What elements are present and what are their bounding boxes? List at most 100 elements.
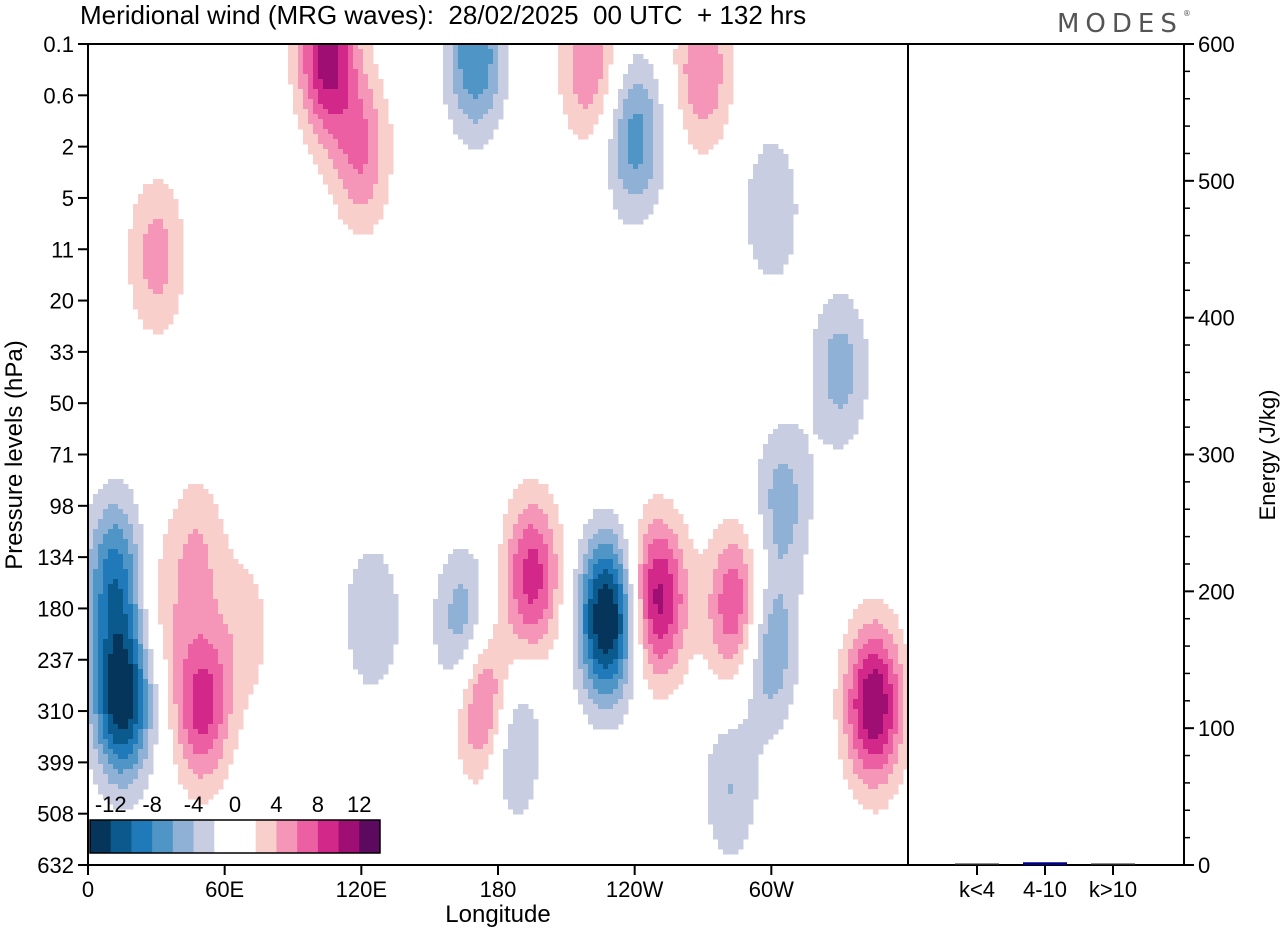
heatmap-cell	[753, 189, 759, 195]
heatmap-cell	[533, 544, 539, 550]
heatmap-cell	[353, 49, 359, 55]
heatmap-cell	[203, 554, 209, 560]
heatmap-cell	[773, 489, 779, 495]
heatmap-cell	[363, 609, 369, 615]
heatmap-cell	[533, 604, 539, 610]
heatmap-cell	[793, 209, 799, 215]
heatmap-cell	[138, 624, 144, 630]
heatmap-cell	[448, 604, 454, 610]
heatmap-cell	[253, 589, 259, 595]
heatmap-cell	[233, 559, 239, 565]
heatmap-cell	[158, 199, 164, 205]
heatmap-cell	[98, 574, 104, 580]
heatmap-cell	[843, 394, 849, 400]
heatmap-cell	[328, 119, 334, 125]
heatmap-cell	[328, 124, 334, 130]
heatmap-cell	[773, 574, 779, 580]
heatmap-cell	[188, 524, 194, 530]
heatmap-cell	[683, 554, 689, 560]
heatmap-cell	[663, 619, 669, 625]
heatmap-cell	[368, 174, 374, 180]
heatmap-cell	[128, 274, 134, 280]
heatmap-cell	[783, 249, 789, 255]
heatmap-cell	[448, 579, 454, 585]
heatmap-cell	[203, 604, 209, 610]
heatmap-cell	[538, 574, 544, 580]
heatmap-cell	[778, 449, 784, 455]
heatmap-cell	[198, 554, 204, 560]
heatmap-cell	[688, 619, 694, 625]
heatmap-cell	[468, 569, 474, 575]
heatmap-cell	[383, 594, 389, 600]
heatmap-cell	[558, 599, 564, 605]
heatmap-cell	[583, 624, 589, 630]
heatmap-cell	[648, 199, 654, 205]
heatmap-cell	[713, 44, 719, 50]
heatmap-cell	[328, 189, 334, 195]
heatmap-cell	[363, 614, 369, 620]
heatmap-cell	[503, 599, 509, 605]
heatmap-cell	[348, 154, 354, 160]
heatmap-cell	[708, 594, 714, 600]
heatmap-cell	[623, 629, 629, 635]
heatmap-cell	[93, 639, 99, 645]
heatmap-cell	[173, 214, 179, 220]
heatmap-cell	[648, 119, 654, 125]
heatmap-cell	[363, 214, 369, 220]
heatmap-cell	[518, 504, 524, 510]
heatmap-cell	[343, 134, 349, 140]
heatmap-cell	[218, 564, 224, 570]
heatmap-cell	[448, 54, 454, 60]
heatmap-cell	[588, 69, 594, 75]
heatmap-cell	[758, 639, 764, 645]
heatmap-cell	[323, 109, 329, 115]
heatmap-cell	[758, 194, 764, 200]
heatmap-cell	[128, 489, 134, 495]
heatmap-cell	[148, 309, 154, 315]
heatmap-cell	[553, 614, 559, 620]
heatmap-cell	[493, 79, 499, 85]
heatmap-cell	[728, 59, 734, 65]
heatmap-cell	[188, 484, 194, 490]
heatmap-cell	[353, 44, 359, 50]
heatmap-cell	[658, 514, 664, 520]
heatmap-cell	[443, 594, 449, 600]
heatmap-cell	[503, 544, 509, 550]
heatmap-cell	[323, 149, 329, 155]
heatmap-cell	[718, 114, 724, 120]
heatmap-cell	[143, 274, 149, 280]
heatmap-cell	[713, 554, 719, 560]
heatmap-cell	[193, 549, 199, 555]
heatmap-cell	[448, 69, 454, 75]
heatmap-cell	[763, 604, 769, 610]
heatmap-cell	[603, 579, 609, 585]
heatmap-cell	[143, 304, 149, 310]
heatmap-cell	[338, 99, 344, 105]
heatmap-cell	[338, 79, 344, 85]
heatmap-cell	[588, 109, 594, 115]
heatmap-cell	[783, 594, 789, 600]
heatmap-cell	[183, 564, 189, 570]
heatmap-cell	[523, 544, 529, 550]
heatmap-cell	[208, 529, 214, 535]
heatmap-cell	[618, 114, 624, 120]
heatmap-cell	[743, 629, 749, 635]
heatmap-cell	[118, 514, 124, 520]
heatmap-cell	[378, 574, 384, 580]
heatmap-cell	[328, 74, 334, 80]
heatmap-cell	[498, 559, 504, 565]
heatmap-cell	[178, 609, 184, 615]
heatmap-cell	[703, 634, 709, 640]
heatmap-cell	[343, 214, 349, 220]
heatmap-cell	[118, 639, 124, 645]
heatmap-cell	[653, 559, 659, 565]
heatmap-cell	[638, 554, 644, 560]
heatmap-cell	[333, 139, 339, 145]
heatmap-cell	[723, 614, 729, 620]
heatmap-cell	[473, 144, 479, 150]
heatmap-cell	[133, 594, 139, 600]
heatmap-cell	[753, 174, 759, 180]
heatmap-cell	[838, 294, 844, 300]
heatmap-cell	[523, 524, 529, 530]
heatmap-cell	[713, 614, 719, 620]
